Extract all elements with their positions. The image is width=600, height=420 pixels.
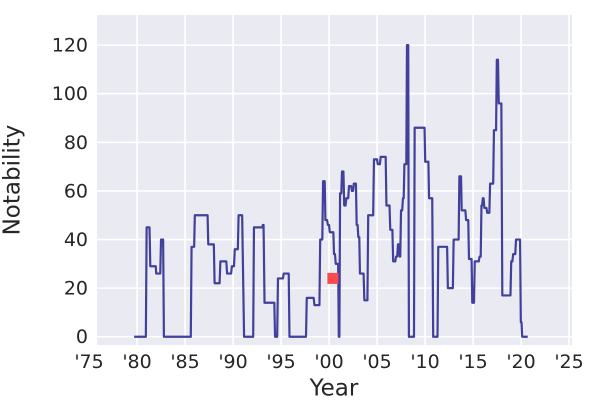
x-tick-label: '20 [506,351,535,373]
x-tick-label: '85 [170,351,199,373]
y-tick-label: 100 [52,83,88,105]
y-tick-label: 20 [64,278,88,300]
y-tick-label: 60 [64,180,88,202]
highlight-marker[interactable] [327,272,339,284]
x-tick-label: '75 [74,351,103,373]
x-tick-label: '80 [122,351,151,373]
series-line-notability [134,44,528,338]
y-tick-label: 0 [76,326,88,348]
y-tick-label: 80 [64,132,88,154]
x-tick-label: '00 [314,351,343,373]
x-tick-label: '95 [266,351,295,373]
x-tick-label: '25 [554,351,583,373]
x-tick-label: '15 [458,351,487,373]
y-tick-label: 120 [52,35,88,57]
y-tick-label: 40 [64,229,88,251]
x-tick-label: '10 [410,351,439,373]
x-tick-label: '05 [362,351,391,373]
x-tick-label: '90 [218,351,247,373]
y-axis-label: Notability [0,124,26,236]
x-axis-label: Year [309,375,359,402]
